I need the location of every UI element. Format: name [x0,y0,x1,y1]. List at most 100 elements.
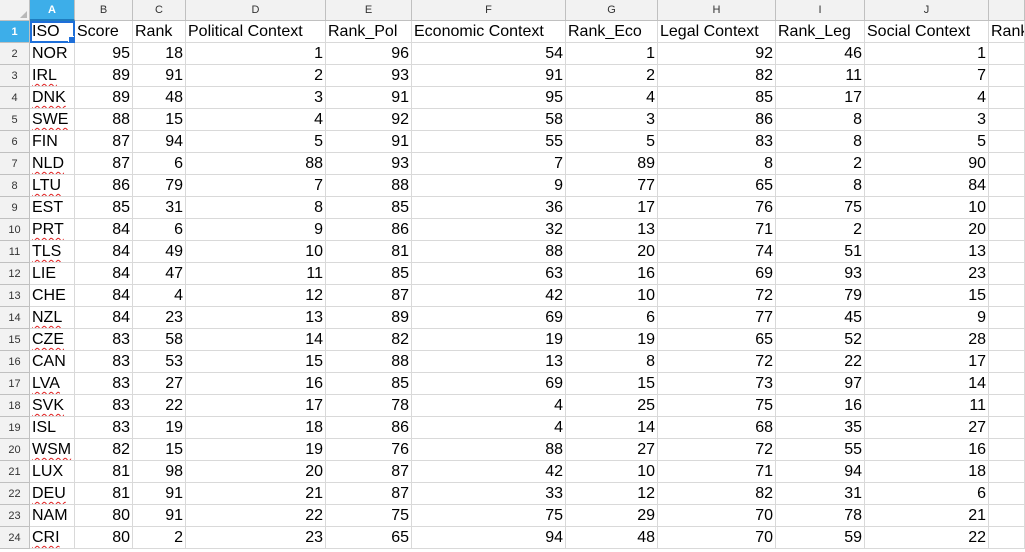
table-cell[interactable]: 31 [133,197,186,219]
table-cell[interactable]: 9 [865,307,989,329]
table-cell[interactable]: 7 [865,65,989,87]
table-cell[interactable]: 53 [133,351,186,373]
table-cell[interactable]: 8 [186,197,326,219]
table-cell[interactable]: DEU [30,483,75,505]
table-cell[interactable]: 87 [326,461,412,483]
table-cell[interactable]: 7 [412,153,566,175]
table-cell[interactable]: 72 [658,439,776,461]
table-cell[interactable] [989,461,1025,483]
table-cell[interactable]: 20 [865,219,989,241]
table-cell[interactable]: 93 [326,153,412,175]
table-cell[interactable]: 91 [133,483,186,505]
table-cell[interactable]: 87 [326,483,412,505]
table-cell[interactable] [989,153,1025,175]
table-cell[interactable]: 88 [326,351,412,373]
table-cell[interactable]: 31 [776,483,865,505]
table-cell[interactable]: 73 [658,373,776,395]
table-cell[interactable]: 71 [658,461,776,483]
row-header-3[interactable]: 3 [0,65,30,87]
table-cell[interactable]: 15 [133,109,186,131]
table-cell[interactable]: 13 [186,307,326,329]
table-cell[interactable]: 81 [75,461,133,483]
table-cell[interactable]: 33 [412,483,566,505]
table-cell[interactable]: 10 [186,241,326,263]
table-cell[interactable]: 87 [75,153,133,175]
table-cell[interactable]: 83 [75,395,133,417]
table-cell[interactable]: 84 [75,219,133,241]
table-cell[interactable]: 85 [326,373,412,395]
header-cell[interactable]: Political Context [186,21,326,43]
table-cell[interactable] [989,241,1025,263]
table-cell[interactable]: 1 [566,43,658,65]
table-cell[interactable]: 19 [133,417,186,439]
table-cell[interactable]: NAM [30,505,75,527]
table-cell[interactable]: EST [30,197,75,219]
table-cell[interactable]: 72 [658,285,776,307]
table-cell[interactable]: 92 [326,109,412,131]
table-cell[interactable]: 94 [133,131,186,153]
table-cell[interactable]: 98 [133,461,186,483]
table-cell[interactable]: NLD [30,153,75,175]
row-header-21[interactable]: 21 [0,461,30,483]
table-cell[interactable]: 22 [865,527,989,549]
table-cell[interactable] [989,373,1025,395]
table-cell[interactable]: NZL [30,307,75,329]
table-cell[interactable]: 2 [776,219,865,241]
table-cell[interactable] [989,87,1025,109]
table-cell[interactable]: 8 [658,153,776,175]
column-header-j[interactable]: J [865,0,989,21]
table-cell[interactable]: 27 [865,417,989,439]
row-header-10[interactable]: 10 [0,219,30,241]
table-cell[interactable]: 45 [776,307,865,329]
table-cell[interactable]: 16 [776,395,865,417]
table-cell[interactable]: WSM [30,439,75,461]
table-cell[interactable]: 15 [186,351,326,373]
row-header-8[interactable]: 8 [0,175,30,197]
column-header-d[interactable]: D [186,0,326,21]
table-cell[interactable]: 55 [776,439,865,461]
table-cell[interactable]: CAN [30,351,75,373]
table-cell[interactable] [989,43,1025,65]
table-cell[interactable]: 93 [776,263,865,285]
header-cell[interactable]: Social Context [865,21,989,43]
table-cell[interactable]: 23 [186,527,326,549]
row-header-9[interactable]: 9 [0,197,30,219]
table-cell[interactable]: 16 [566,263,658,285]
table-cell[interactable]: 4 [186,109,326,131]
table-cell[interactable]: 88 [412,439,566,461]
table-cell[interactable] [989,395,1025,417]
table-cell[interactable]: 18 [865,461,989,483]
table-cell[interactable] [989,329,1025,351]
table-cell[interactable]: 36 [412,197,566,219]
table-cell[interactable]: 21 [865,505,989,527]
header-cell[interactable]: Rank [989,21,1025,43]
table-cell[interactable]: 79 [133,175,186,197]
row-header-2[interactable]: 2 [0,43,30,65]
column-header-i[interactable]: I [776,0,865,21]
table-cell[interactable]: 1 [865,43,989,65]
table-cell[interactable]: 69 [658,263,776,285]
header-cell[interactable]: Rank_Pol [326,21,412,43]
table-cell[interactable]: 49 [133,241,186,263]
row-header-14[interactable]: 14 [0,307,30,329]
table-cell[interactable]: 16 [865,439,989,461]
table-cell[interactable]: 15 [566,373,658,395]
table-cell[interactable]: 82 [75,439,133,461]
table-cell[interactable]: 22 [133,395,186,417]
table-cell[interactable]: LIE [30,263,75,285]
table-cell[interactable]: 47 [133,263,186,285]
table-cell[interactable]: 94 [412,527,566,549]
table-cell[interactable]: 97 [776,373,865,395]
table-cell[interactable]: 75 [658,395,776,417]
row-header-6[interactable]: 6 [0,131,30,153]
table-cell[interactable]: 80 [75,505,133,527]
table-cell[interactable] [989,131,1025,153]
table-cell[interactable]: 94 [776,461,865,483]
header-cell[interactable]: Rank_Leg [776,21,865,43]
table-cell[interactable] [989,219,1025,241]
table-cell[interactable]: 12 [566,483,658,505]
row-header-4[interactable]: 4 [0,87,30,109]
table-cell[interactable]: 12 [186,285,326,307]
table-cell[interactable]: 8 [776,109,865,131]
table-cell[interactable]: 78 [776,505,865,527]
